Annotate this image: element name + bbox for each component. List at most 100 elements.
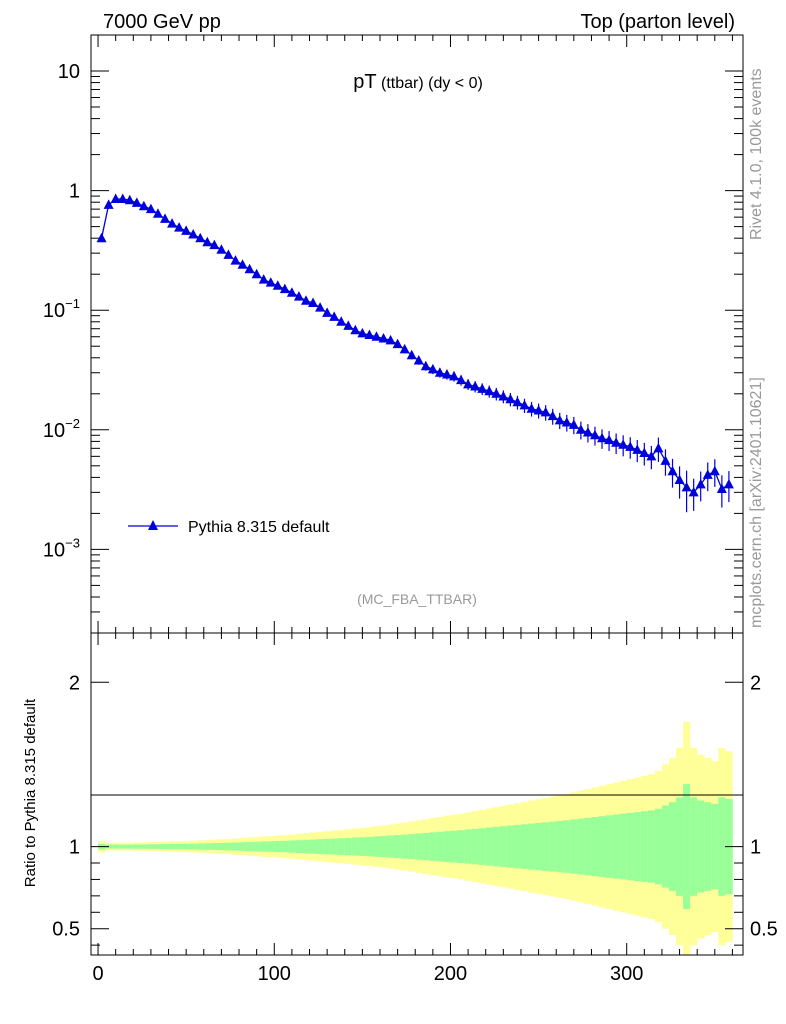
inner-band-bin (556, 820, 564, 873)
inner-band-bin (231, 842, 240, 851)
data-point (195, 232, 206, 243)
plot-title-main: pT (353, 71, 376, 93)
inner-band-bin (168, 843, 176, 850)
data-point (385, 334, 396, 345)
main-plot-frame (90, 34, 744, 634)
data-point (258, 274, 269, 284)
mcplots-label: mcplots.cern.ch [arXiv:2401.10621] (748, 377, 765, 628)
data-point (674, 474, 685, 485)
inner-band-bin (337, 838, 346, 855)
data-point (505, 393, 516, 404)
data-point (293, 291, 304, 301)
data-point (554, 414, 565, 425)
data-point (329, 311, 340, 321)
inner-band-bin (239, 842, 247, 851)
data-point (145, 203, 156, 214)
data-point (315, 302, 326, 312)
inner-band-bin (506, 825, 515, 868)
ratio-tick-labels: 2 2 1 1 0.5 0.5 0 100 200 300 (52, 672, 778, 985)
inner-band-bin (260, 841, 268, 852)
inner-band-bin (690, 797, 698, 896)
inner-band-bin (133, 844, 141, 849)
tick-base: 10 (43, 420, 65, 442)
tick-exponent: −1 (65, 296, 80, 311)
tick-exponent: −2 (65, 416, 80, 431)
data-point (371, 331, 382, 341)
inner-band-bin (570, 819, 578, 874)
data-point (667, 465, 678, 476)
inner-band-bin (612, 814, 620, 879)
data-point (202, 236, 213, 247)
data-point (449, 370, 460, 381)
inner-band-bin (457, 830, 465, 863)
inner-band-bin (683, 784, 691, 909)
data-point (174, 222, 185, 232)
inner-band-bin (316, 839, 324, 854)
data-point (350, 324, 361, 335)
inner-band-bin (323, 838, 331, 855)
data-point (434, 367, 445, 377)
inner-band-bin (697, 800, 705, 893)
data-point (406, 349, 417, 360)
data-point (702, 469, 713, 479)
inner-band-bin (126, 844, 134, 849)
inner-band-bin (330, 838, 339, 855)
inner-band-bin (584, 817, 592, 876)
inner-band-bin (267, 841, 275, 852)
tick-base: 10 (43, 300, 65, 322)
data-point (723, 478, 734, 489)
data-point (632, 444, 643, 454)
inner-band-bin (591, 817, 599, 877)
tick-base: 10 (43, 539, 65, 561)
x-tick-label: 200 (434, 963, 467, 985)
y-tick-label: 1 (69, 181, 80, 203)
y-tick-label: 10−2 (43, 416, 80, 442)
inner-band-bin (626, 812, 635, 881)
data-point (456, 374, 467, 385)
data-point (427, 363, 438, 374)
data-point (589, 429, 600, 440)
inner-band-bin (577, 818, 585, 875)
inner-band-bin (464, 829, 472, 864)
ratio-uncertainty-bands (98, 721, 733, 955)
legend-triangle-icon (148, 520, 158, 530)
data-point (540, 406, 551, 417)
data-point (322, 307, 333, 317)
data-point (597, 432, 608, 443)
x-tick-label: 300 (610, 963, 643, 985)
data-point (625, 441, 636, 451)
data-point (491, 388, 502, 398)
inner-band-bin (379, 836, 388, 858)
main-axis-ticks (91, 34, 743, 634)
data-point (286, 287, 297, 297)
inner-band-bin (647, 810, 656, 883)
data-point (216, 244, 227, 254)
inner-band-bin (661, 805, 670, 888)
data-point (561, 417, 572, 427)
data-point (441, 369, 452, 379)
data-point (420, 360, 431, 371)
rivet-version-label: Rivet 4.1.0, 100k events (748, 68, 765, 240)
y-tick-label: 10−1 (43, 296, 80, 322)
data-point (547, 410, 558, 421)
inner-band-bin (492, 826, 501, 867)
inner-band-bin (478, 828, 487, 865)
inner-band-bin (654, 808, 663, 885)
inner-band-bin (372, 836, 381, 857)
data-point (300, 295, 311, 305)
inner-band-bin (422, 832, 430, 861)
inner-band-bin (471, 828, 479, 865)
inner-band-bin (210, 843, 219, 851)
data-point (138, 200, 149, 211)
data-point (681, 481, 692, 492)
inner-band-bin (711, 803, 719, 890)
inner-band-bin (704, 802, 712, 891)
data-point (272, 280, 283, 290)
ratio-y-tick-label-right: 0.5 (750, 919, 778, 941)
data-point (618, 439, 629, 449)
data-point (152, 208, 163, 218)
inner-band-bin (563, 820, 571, 873)
inner-band-bin (246, 841, 254, 852)
inner-band-bin (394, 835, 402, 859)
